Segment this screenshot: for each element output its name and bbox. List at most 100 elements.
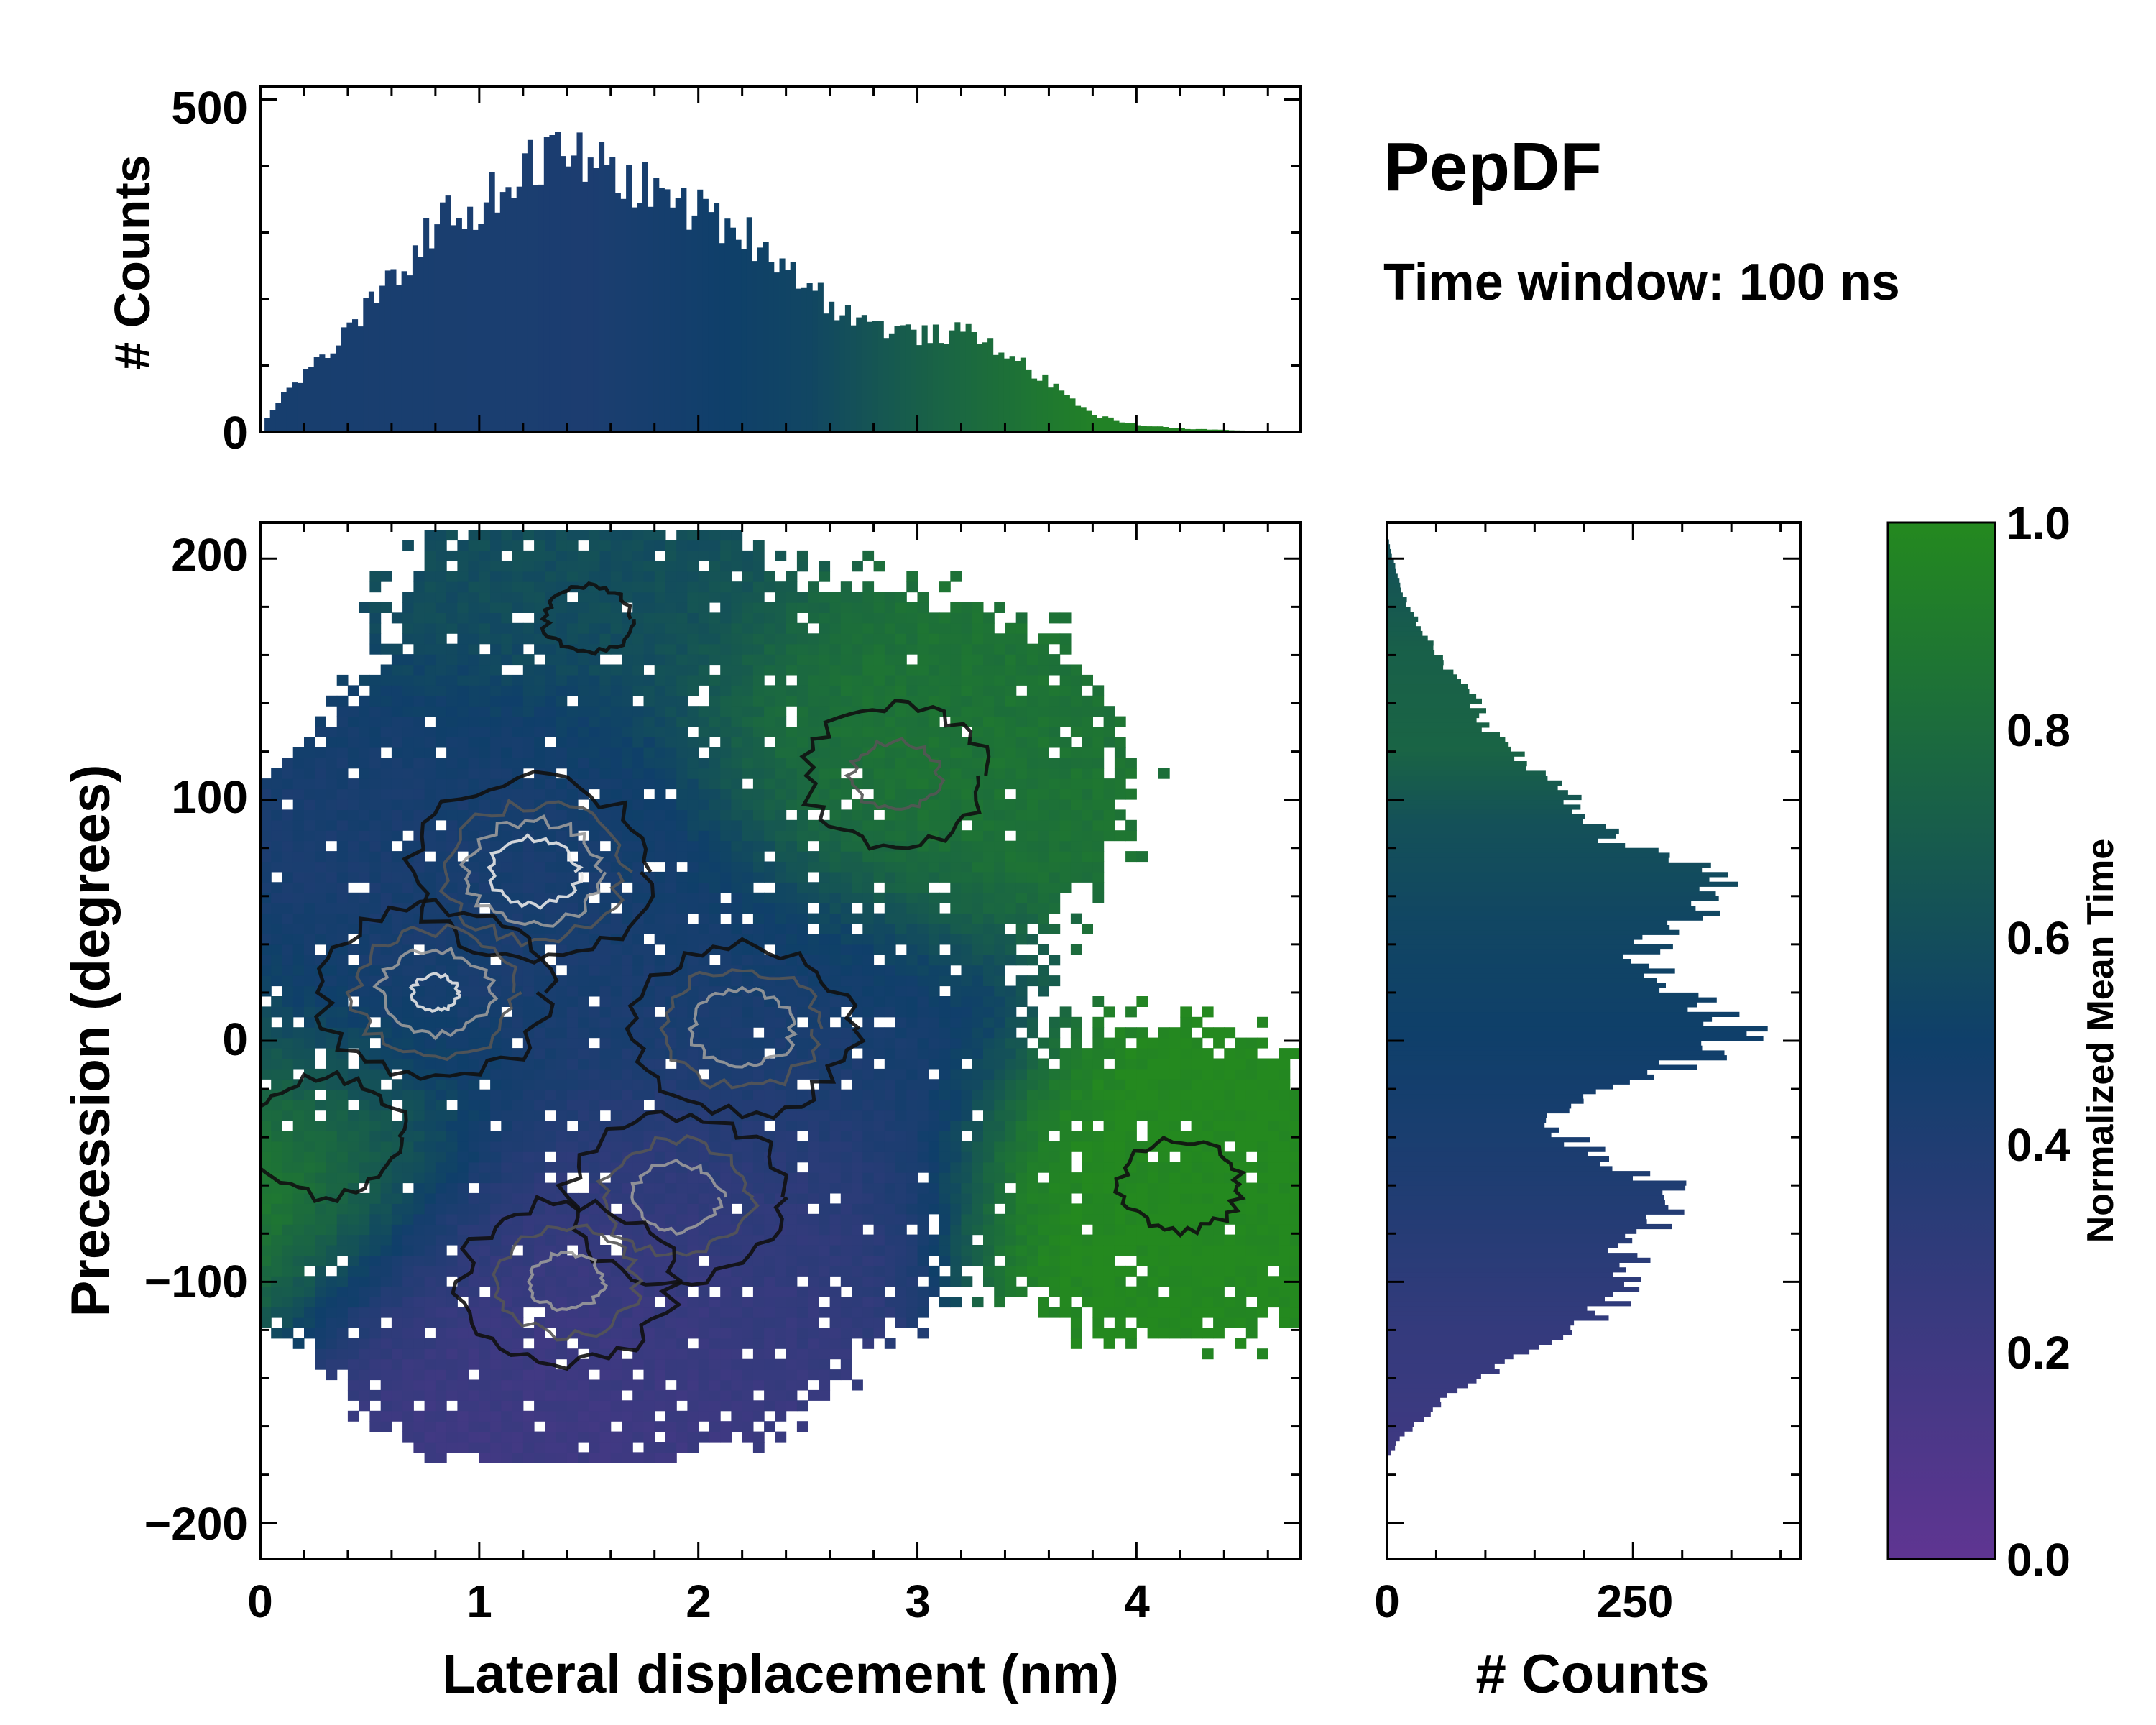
heatmap-cell (796, 716, 808, 727)
heatmap-cell (435, 1203, 447, 1215)
heatmap-cell (873, 778, 885, 790)
heatmap-cell (752, 1358, 765, 1370)
heatmap-cell (260, 1141, 272, 1152)
heatmap-cell (752, 840, 765, 852)
heatmap-cell (391, 882, 403, 893)
heatmap-cell (676, 622, 688, 634)
heatmap-cell (457, 1141, 469, 1152)
heatmap-cell (413, 799, 425, 810)
heatmap-cell (435, 1016, 447, 1028)
heatmap-cell (610, 674, 622, 686)
heatmap-cell (884, 1151, 896, 1163)
heatmap-cell (271, 768, 282, 779)
heatmap-cell (457, 1338, 469, 1349)
heatmap-cell (271, 975, 282, 987)
heatmap-cell (698, 1286, 710, 1297)
heatmap-cell (764, 622, 775, 634)
heatmap-cell (840, 695, 852, 707)
heatmap-cell (578, 633, 589, 645)
heatmap-cell (304, 1203, 315, 1215)
heatmap-cell (522, 1141, 535, 1152)
heatmap-cell (589, 1151, 601, 1163)
heatmap-cell (457, 561, 469, 572)
heatmap-cell (369, 1048, 382, 1059)
heatmap-cell (578, 1431, 589, 1443)
heatmap-cell (829, 944, 842, 955)
heatmap-cell (468, 975, 480, 987)
heatmap-cell (271, 934, 282, 945)
histogram-bar (954, 322, 961, 432)
heatmap-cell (336, 758, 349, 769)
heatmap-cell (402, 695, 414, 707)
heatmap-cell (665, 1234, 677, 1246)
heatmap-cell (622, 561, 633, 572)
heatmap-cell (534, 1110, 545, 1121)
heatmap-cell (380, 1182, 392, 1194)
heatmap-cell (610, 727, 622, 737)
heatmap-cell (676, 664, 688, 676)
heatmap-cell (347, 706, 359, 717)
heatmap-cell (435, 1079, 447, 1090)
heatmap-cell (622, 1410, 633, 1422)
heatmap-cell (731, 612, 743, 624)
heatmap-cell (391, 975, 403, 987)
histogram-bar (560, 156, 566, 432)
heatmap-cell (424, 1255, 436, 1266)
heatmap-cell (786, 592, 798, 603)
heatmap-cell (829, 1141, 842, 1152)
heatmap-cell (260, 809, 272, 821)
heatmap-cell (643, 965, 655, 976)
heatmap-cell (545, 1037, 557, 1049)
histogram-bar (281, 392, 287, 432)
heatmap-cell (282, 944, 294, 955)
heatmap-cell (556, 1100, 568, 1111)
heatmap-cell (522, 1297, 535, 1308)
heatmap-cell (840, 892, 852, 903)
heatmap-cell (840, 1110, 852, 1121)
heatmap-cell (380, 1389, 392, 1401)
heatmap-cell (654, 809, 666, 821)
heatmap-cell (687, 809, 699, 821)
heatmap-cell (304, 975, 315, 987)
heatmap-cell (764, 768, 775, 779)
heatmap-cell (490, 892, 502, 903)
heatmap-cell (424, 550, 436, 561)
histogram-bar (538, 184, 545, 432)
heatmap-cell (566, 1452, 579, 1463)
heatmap-cell (698, 819, 710, 831)
heatmap-cell (556, 830, 568, 842)
histogram-bar (472, 229, 479, 432)
heatmap-cell (402, 840, 414, 852)
heatmap-cell (676, 913, 688, 924)
heatmap-cell (632, 716, 644, 727)
heatmap-cell (589, 1379, 601, 1391)
heatmap-cell (292, 1276, 305, 1287)
heatmap-cell (380, 1224, 392, 1236)
heatmap-cell (424, 1379, 436, 1391)
heatmap-cell (742, 654, 754, 666)
heatmap-cell (862, 903, 875, 914)
histogram-bar (757, 247, 764, 432)
heatmap-cell (545, 1410, 557, 1422)
heatmap-cell (347, 1338, 359, 1349)
heatmap-cell (895, 985, 907, 997)
heatmap-cell (775, 861, 787, 873)
heatmap-cell (654, 768, 666, 779)
heatmap-cell (599, 685, 612, 696)
heatmap-cell (632, 758, 644, 769)
heatmap-cell (446, 1255, 458, 1266)
heatmap-cell (292, 840, 305, 852)
heatmap-cell (819, 1048, 831, 1059)
heatmap-cell (435, 727, 447, 737)
heatmap-cell (862, 1234, 875, 1246)
heatmap-cell (315, 1213, 326, 1225)
heatmap-cell (622, 1058, 633, 1070)
heatmap-cell (260, 851, 272, 862)
heatmap-cell (752, 643, 765, 655)
heatmap-cell (622, 1162, 633, 1173)
heatmap-cell (742, 695, 754, 707)
heatmap-cell (786, 758, 798, 769)
heatmap-cell (501, 695, 513, 707)
heatmap-cell (468, 727, 480, 737)
heatmap-cell (808, 716, 819, 727)
